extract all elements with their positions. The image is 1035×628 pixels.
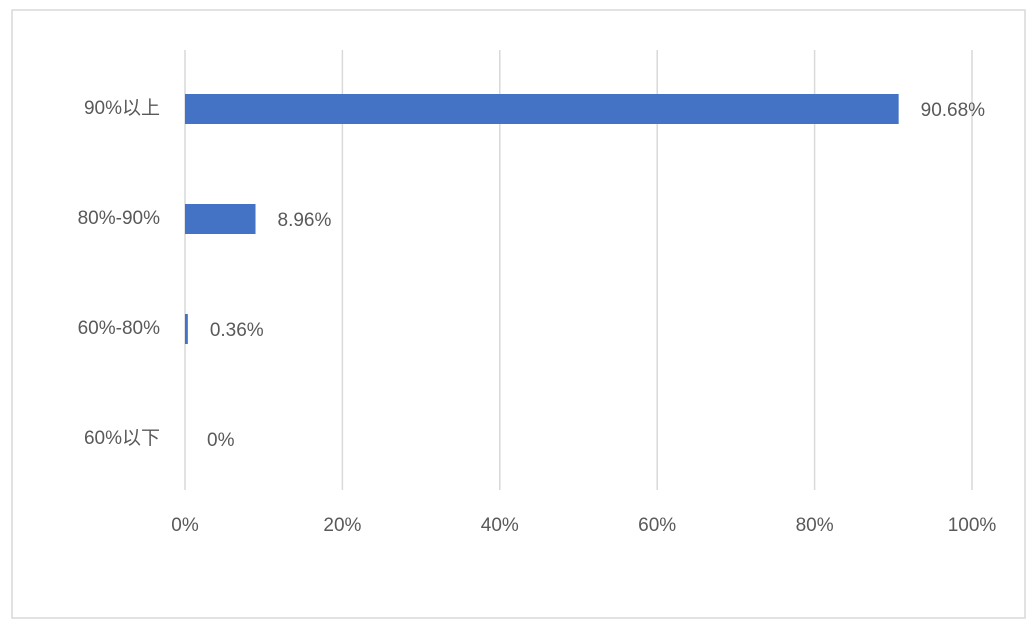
x-tick-label: 80%	[796, 515, 834, 536]
bar	[185, 204, 256, 234]
x-tick-label: 60%	[638, 515, 676, 536]
y-tick-label: 60%以下	[84, 428, 160, 449]
bar	[185, 314, 188, 344]
value-label: 90.68%	[921, 100, 986, 121]
y-tick-label: 80%-90%	[78, 208, 160, 229]
value-label: 0%	[207, 430, 235, 451]
x-tick-label: 40%	[481, 515, 519, 536]
y-tick-label: 90%以上	[84, 97, 160, 119]
bar	[185, 94, 899, 124]
value-label: 8.96%	[278, 210, 332, 231]
x-tick-label: 100%	[948, 515, 997, 536]
y-tick-label: 60%-80%	[78, 318, 160, 339]
value-label: 0.36%	[210, 320, 264, 341]
x-tick-label: 0%	[171, 515, 199, 536]
x-tick-label: 20%	[323, 515, 361, 536]
